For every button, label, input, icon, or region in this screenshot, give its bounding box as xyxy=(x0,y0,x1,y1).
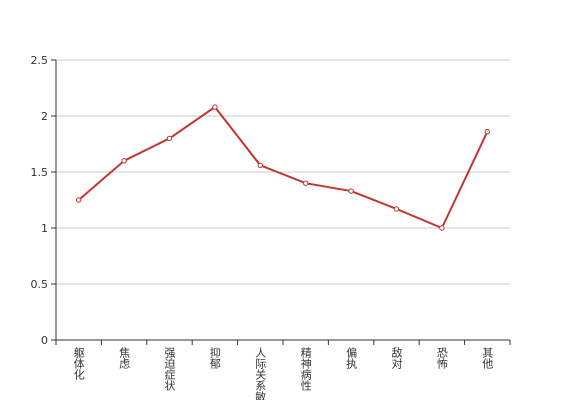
y-tick-label: 0 xyxy=(41,334,48,347)
point xyxy=(303,180,309,186)
point xyxy=(484,128,490,135)
x-tick-label: 偏执 xyxy=(345,346,358,370)
point xyxy=(121,158,127,164)
point xyxy=(439,225,445,231)
y-tick-label: 2 xyxy=(41,110,48,123)
y-tick-label: 1.5 xyxy=(31,166,49,179)
x-tick-label: 焦虑 xyxy=(118,347,131,369)
point xyxy=(348,188,354,194)
y-tick-label: 2.5 xyxy=(31,54,49,67)
point xyxy=(393,206,400,212)
y-tick-label: 0.5 xyxy=(31,278,49,291)
line xyxy=(78,105,489,230)
point xyxy=(166,135,173,142)
x-tick-label: 恐怖 xyxy=(435,347,448,369)
x-tick-label: 敌对 xyxy=(390,346,403,369)
x-tick-label: 人际关系敏感 xyxy=(254,347,267,400)
y-tick-label: 1 xyxy=(41,222,48,235)
point xyxy=(212,104,218,110)
point xyxy=(257,162,263,168)
x-tick-label: 其他 xyxy=(481,347,494,369)
x-tick-label: 抑郁 xyxy=(208,346,221,369)
x-tick-label: 强迫症状 xyxy=(163,347,176,391)
x-tick-label: 精神病性 xyxy=(299,347,312,392)
x-tick-label: 躯体化 xyxy=(72,347,85,381)
point xyxy=(76,197,82,203)
